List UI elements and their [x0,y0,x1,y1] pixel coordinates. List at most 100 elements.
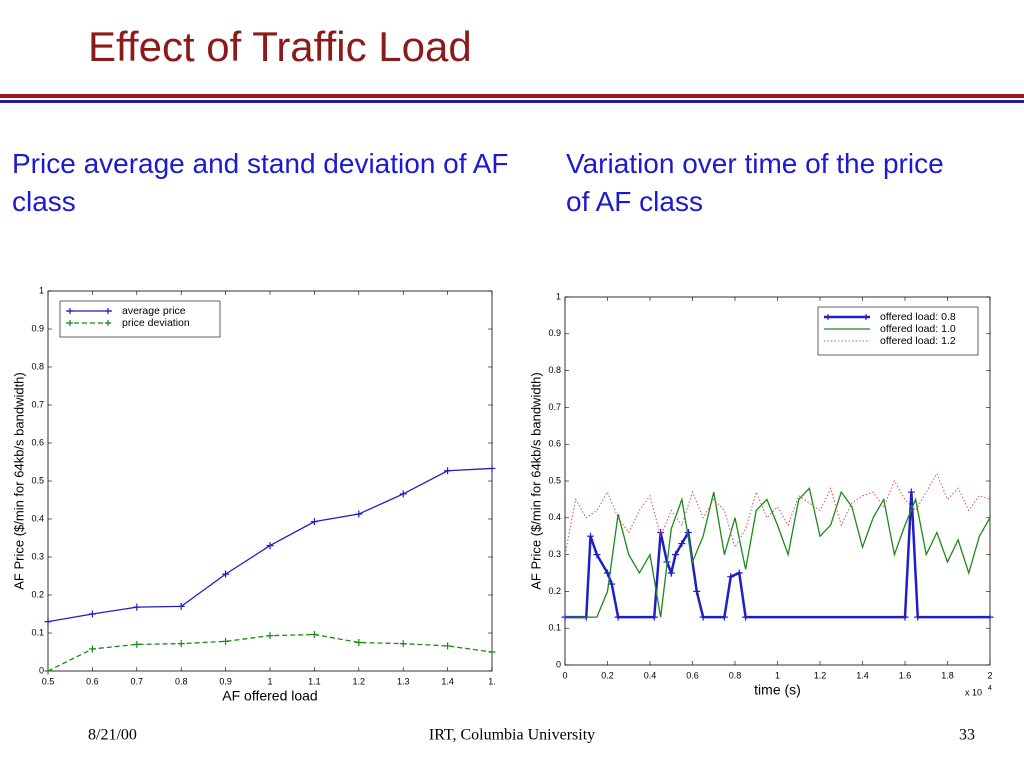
point-marker [986,613,994,621]
point-marker [355,510,363,518]
point-marker [672,551,679,559]
point-marker [608,580,616,588]
footer-org: IRT, Columbia University [429,727,595,744]
point-marker [914,613,922,621]
point-marker [444,467,452,475]
y-tick-label: 0 [39,665,44,675]
legend-label: offered load: 1.2 [880,335,956,347]
point-marker [222,637,230,645]
point-marker [399,640,407,648]
legend-marker [67,308,73,314]
point-marker [742,613,750,621]
point-marker [88,610,96,618]
y-tick-label: 1 [556,291,561,301]
x-tick-label: 1 [267,676,272,686]
y-tick-label: 0.3 [548,549,561,559]
y-tick-label: 0.7 [548,402,561,412]
rule [0,100,1024,103]
x-multiplier: x 10 [965,687,982,697]
point-marker [693,587,701,595]
point-marker [310,631,318,639]
point-marker [44,667,52,675]
y-tick-label: 0.9 [31,323,44,333]
point-marker [266,632,274,640]
x-tick-label: 2 [987,670,992,680]
y-tick-label: 0.2 [31,589,44,599]
point-marker [614,613,622,621]
left-heading: Price average and stand deviation of AF c… [12,148,509,217]
point-marker [399,490,407,498]
y-tick-label: 0.5 [31,475,44,485]
right-heading: Variation over time of the price of AF cl… [566,148,944,217]
x-multiplier-exponent: 4 [988,685,992,692]
point-marker [222,570,230,578]
y-tick-label: 0.7 [31,399,44,409]
x-tick-label: 1.1 [308,676,321,686]
y-tick-label: 0.9 [548,328,561,338]
point-marker [907,488,915,496]
legend-marker [105,320,111,326]
point-marker [678,540,686,548]
y-tick-label: 0.8 [548,365,561,375]
x-tick-label: 1.4 [441,676,454,686]
point-marker [699,613,707,621]
x-axis-label: AF offered load [222,688,317,704]
x-tick-label: 1 [775,670,780,680]
y-axis-label: AF Price ($/min for 64kb/s bandwidth) [11,372,26,589]
point-marker [133,640,141,648]
legend-box [817,306,979,356]
x-tick-label: 0 [562,670,567,680]
legend-label: offered load: 1.0 [880,323,956,335]
plot-frame [47,290,493,672]
series-line [565,491,990,619]
point-marker [266,542,274,550]
point-marker [587,532,594,540]
point-marker [488,464,496,472]
footer-page: 33 [959,727,975,744]
x-tick-label: 1.8 [941,670,954,680]
x-tick-label: 1. [488,676,496,686]
x-axis-label: time (s) [754,682,801,698]
point-marker [44,618,52,626]
x-tick-label: 0.8 [729,670,742,680]
x-tick-label: 1.2 [353,676,366,686]
legend-marker [863,314,869,320]
legend-label: offered load: 0.8 [880,311,956,323]
legend-box [59,300,221,338]
legend-label: average price [122,305,186,317]
point-marker [177,640,185,648]
x-tick-label: 0.6 [686,670,699,680]
footer-date: 8/21/00 [88,727,137,744]
point-marker [133,603,141,611]
x-tick-label: 0.6 [86,676,99,686]
rule [0,94,1024,98]
x-tick-label: 0.5 [42,676,55,686]
y-tick-label: 0.6 [548,439,561,449]
point-marker [310,518,318,526]
point-marker [88,645,96,653]
y-tick-label: 0.1 [548,623,561,633]
legend-marker [825,314,831,320]
slide-title: Effect of Traffic Load [88,23,472,70]
y-tick-label: 0.1 [31,627,44,637]
legend-label: price deviation [122,317,190,329]
x-tick-label: 0.2 [601,670,614,680]
y-tick-label: 0.4 [548,512,561,522]
point-marker [901,613,909,621]
point-marker [720,613,728,621]
y-tick-label: 0 [556,659,561,669]
y-tick-label: 0.2 [548,586,561,596]
y-tick-label: 1 [39,285,44,295]
point-marker [735,569,743,577]
y-tick-label: 0.6 [31,437,44,447]
y-axis-label: AF Price ($/min for 64kb/s bandwidth) [528,372,543,589]
x-tick-label: 1.4 [856,670,869,680]
y-tick-label: 0.4 [31,513,44,523]
x-tick-label: 1.2 [814,670,827,680]
x-tick-label: 0.4 [644,670,657,680]
x-tick-label: 1.6 [899,670,912,680]
point-marker [177,602,185,610]
x-tick-label: 0.9 [219,676,232,686]
legend-marker [105,308,111,314]
